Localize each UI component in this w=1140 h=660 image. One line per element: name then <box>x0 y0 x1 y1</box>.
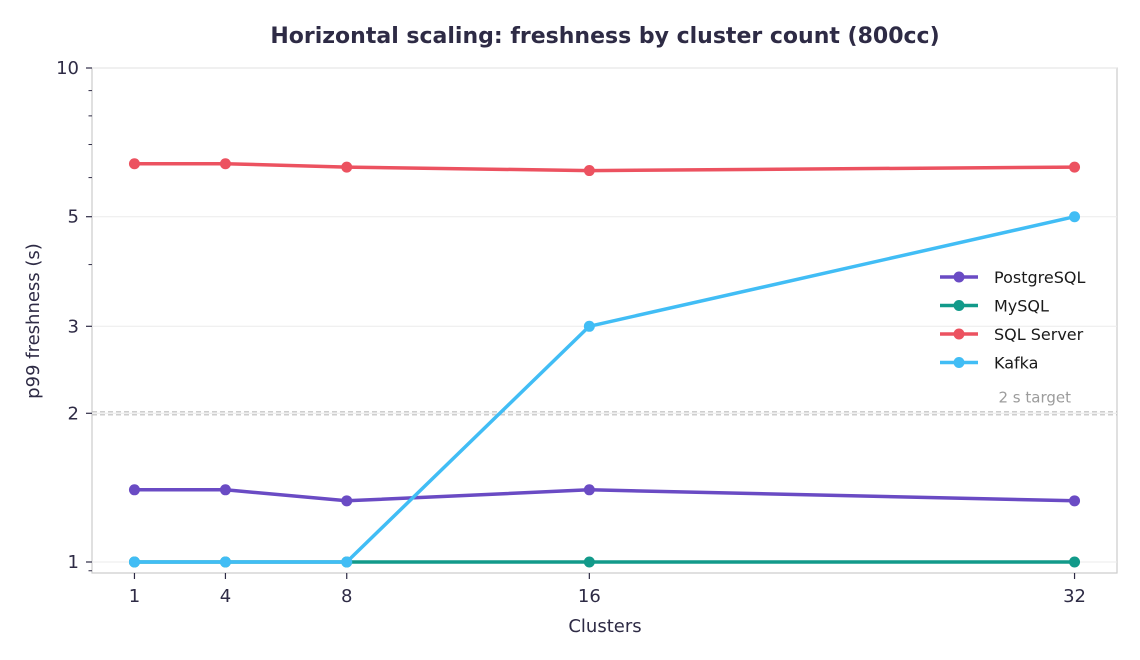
legend-swatch-marker <box>953 271 965 283</box>
x-tick-label: 16 <box>578 586 601 607</box>
series-line-kafka <box>134 214 1075 564</box>
legend-label: MySQL <box>994 297 1049 316</box>
y-tick-label: 10 <box>56 58 79 79</box>
legend-item-mysql: MySQL <box>940 297 1049 316</box>
series-kafka <box>128 211 1081 568</box>
legend-swatch-marker <box>953 300 965 311</box>
data-point-sql-server <box>219 158 231 170</box>
x-tick-label: 1 <box>129 586 140 607</box>
data-point-postgresql <box>219 484 231 496</box>
data-point-sql-server <box>128 158 140 170</box>
y-tick-label: 1 <box>68 552 79 573</box>
legend-item-kafka: Kafka <box>940 354 1038 373</box>
y-tick-label: 2 <box>68 403 79 424</box>
x-axis-label: Clusters <box>568 616 641 637</box>
chart-title: Horizontal scaling: freshness by cluster… <box>270 24 939 49</box>
reference-layer: 2 s target <box>92 388 1117 416</box>
data-point-mysql <box>583 556 595 568</box>
y-tick-label: 5 <box>68 207 79 228</box>
data-point-kafka <box>583 320 595 332</box>
x-tick-label: 4 <box>220 586 231 607</box>
data-point-sql-server <box>341 161 353 173</box>
legend-item-postgresql: PostgreSQL <box>940 268 1085 287</box>
legend-label: SQL Server <box>994 325 1084 344</box>
legend-label: Kafka <box>994 354 1038 373</box>
x-tick-label: 32 <box>1063 586 1086 607</box>
y-axis-label: p99 freshness (s) <box>23 243 44 399</box>
data-point-kafka <box>219 556 231 568</box>
data-point-kafka <box>128 556 140 568</box>
grid-layer <box>92 67 1117 563</box>
y-tick-label: 3 <box>68 316 79 337</box>
series-postgresql <box>128 484 1081 507</box>
x-tick-label: 8 <box>341 586 352 607</box>
axis-layer: 1 2 3 5 10 1 4 8 16 32 <box>56 58 1086 607</box>
series-sql-server <box>128 158 1081 177</box>
data-point-mysql <box>1069 556 1081 568</box>
data-point-sql-server <box>583 165 595 177</box>
data-point-kafka <box>341 556 353 568</box>
data-point-kafka <box>1069 211 1081 223</box>
data-point-postgresql <box>341 495 353 507</box>
series-line-sql-server <box>134 161 1075 173</box>
legend-label: PostgreSQL <box>994 268 1085 287</box>
data-point-postgresql <box>128 484 140 496</box>
reference-line-label: 2 s target <box>998 388 1071 406</box>
series-layer <box>128 158 1081 568</box>
legend: PostgreSQL MySQL SQL Server Kafka <box>940 268 1085 373</box>
data-point-postgresql <box>1069 495 1081 507</box>
data-point-postgresql <box>583 484 595 496</box>
data-point-sql-server <box>1069 161 1081 173</box>
legend-swatch-marker <box>953 357 965 368</box>
legend-swatch-marker <box>953 328 965 340</box>
series-line-postgresql <box>134 488 1075 503</box>
legend-item-sql-server: SQL Server <box>940 325 1084 344</box>
